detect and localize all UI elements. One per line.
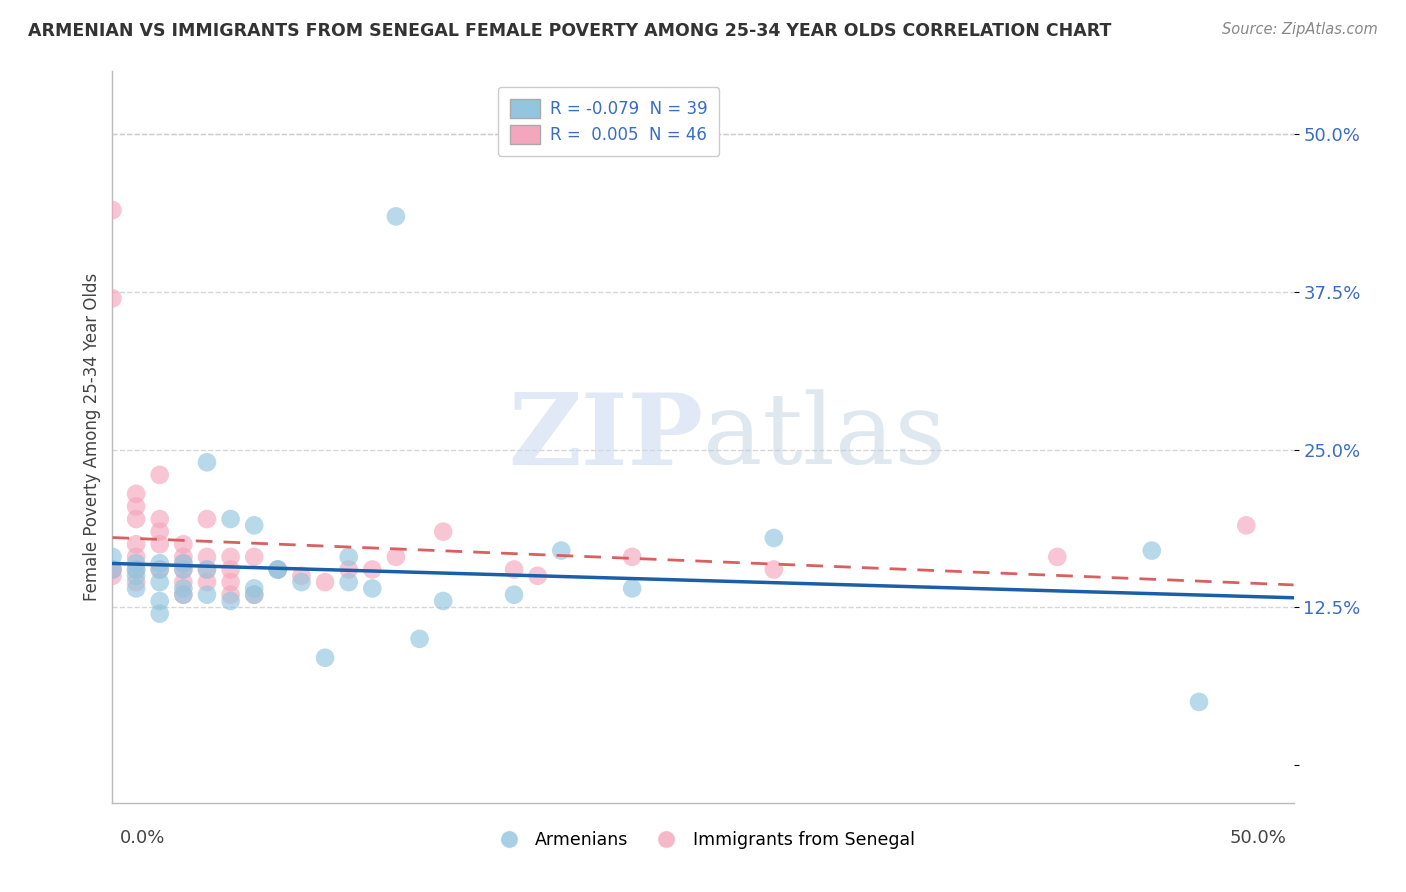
Point [503,562,526,576]
Point [243,549,266,564]
Point [314,650,336,665]
Point [1140,543,1163,558]
Point [172,549,194,564]
Point [219,588,242,602]
Point [385,210,408,224]
Point [172,562,194,576]
Point [172,588,194,602]
Point [432,524,454,539]
Point [149,556,172,570]
Point [219,575,242,590]
Point [337,549,360,564]
Point [219,562,242,576]
Point [314,575,336,590]
Point [267,562,290,576]
Point [125,500,148,514]
Point [195,575,218,590]
Point [101,562,124,576]
Point [172,588,194,602]
Point [149,607,172,621]
Point [172,562,194,576]
Point [125,562,148,576]
Point [337,575,360,590]
Point [172,556,194,570]
Point [219,549,242,564]
Point [550,543,572,558]
Point [621,582,644,596]
Point [149,562,172,576]
Point [195,562,218,576]
Point [195,588,218,602]
Point [172,582,194,596]
Point [219,594,242,608]
Point [195,562,218,576]
Point [125,537,148,551]
Point [243,582,266,596]
Point [101,203,124,218]
Point [149,594,172,608]
Point [195,455,218,469]
Point [361,562,384,576]
Point [195,549,218,564]
Point [526,569,548,583]
Point [267,562,290,576]
Point [361,582,384,596]
Point [172,575,194,590]
Point [243,518,266,533]
Y-axis label: Female Poverty Among 25-34 Year Olds: Female Poverty Among 25-34 Year Olds [83,273,101,601]
Point [1234,518,1257,533]
Point [762,562,785,576]
Point [172,556,194,570]
Text: atlas: atlas [703,389,946,485]
Point [243,588,266,602]
Point [101,569,124,583]
Point [125,512,148,526]
Point [149,524,172,539]
Point [267,562,290,576]
Point [432,594,454,608]
Point [149,512,172,526]
Point [762,531,785,545]
Point [101,291,124,305]
Point [290,575,312,590]
Text: 50.0%: 50.0% [1230,830,1286,847]
Text: Source: ZipAtlas.com: Source: ZipAtlas.com [1222,22,1378,37]
Point [1188,695,1211,709]
Point [101,549,124,564]
Legend: Armenians, Immigrants from Senegal: Armenians, Immigrants from Senegal [485,824,921,856]
Point [337,562,360,576]
Point [125,549,148,564]
Point [1046,549,1069,564]
Point [149,467,172,482]
Point [290,569,312,583]
Text: ZIP: ZIP [508,389,703,485]
Point [125,582,148,596]
Point [195,512,218,526]
Point [149,537,172,551]
Point [621,549,644,564]
Point [172,537,194,551]
Point [385,549,408,564]
Point [243,588,266,602]
Point [149,575,172,590]
Point [149,562,172,576]
Point [101,562,124,576]
Point [125,487,148,501]
Text: ARMENIAN VS IMMIGRANTS FROM SENEGAL FEMALE POVERTY AMONG 25-34 YEAR OLDS CORRELA: ARMENIAN VS IMMIGRANTS FROM SENEGAL FEMA… [28,22,1112,40]
Point [125,562,148,576]
Point [408,632,430,646]
Text: 0.0%: 0.0% [120,830,165,847]
Point [125,569,148,583]
Point [125,556,148,570]
Point [125,575,148,590]
Point [503,588,526,602]
Point [101,562,124,576]
Point [219,512,242,526]
